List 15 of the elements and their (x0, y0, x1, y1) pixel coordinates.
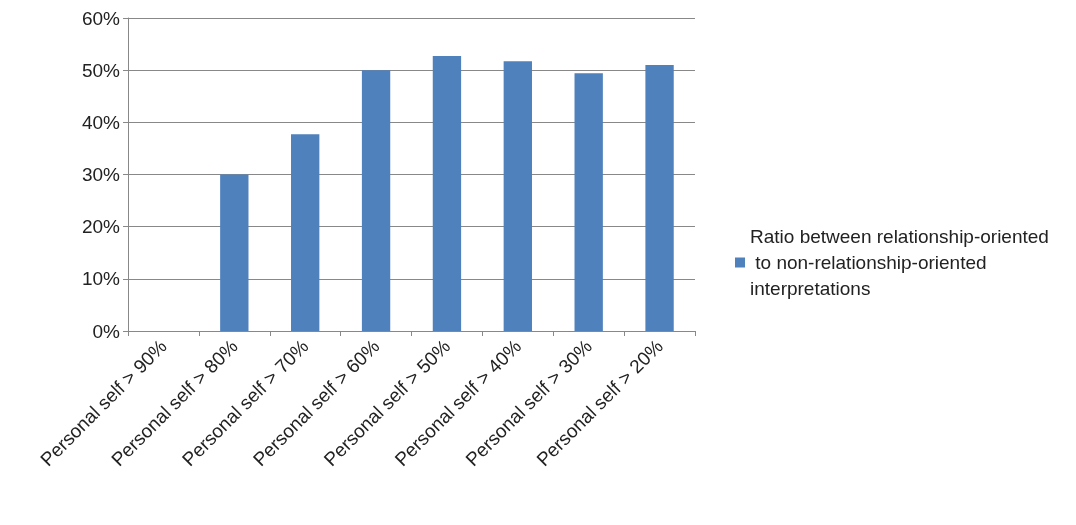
legend-label: Ratio between relationship-oriented to non-relationship-oriented interpretations (750, 226, 1049, 299)
bar (432, 56, 462, 331)
bar (220, 174, 249, 331)
bar (361, 70, 391, 331)
y-tick-label: 20% (81, 216, 121, 238)
y-tick-label: 30% (81, 164, 121, 185)
y-tick-label: 10% (81, 268, 121, 290)
bar (574, 73, 603, 331)
y-tick-label: 0% (92, 320, 121, 342)
bar (291, 134, 320, 331)
y-tick-label: 50% (81, 59, 121, 81)
y-tick-label: 60% (81, 7, 121, 29)
y-tick-label: 40% (81, 111, 121, 133)
bar (503, 61, 532, 331)
bar (645, 64, 674, 331)
